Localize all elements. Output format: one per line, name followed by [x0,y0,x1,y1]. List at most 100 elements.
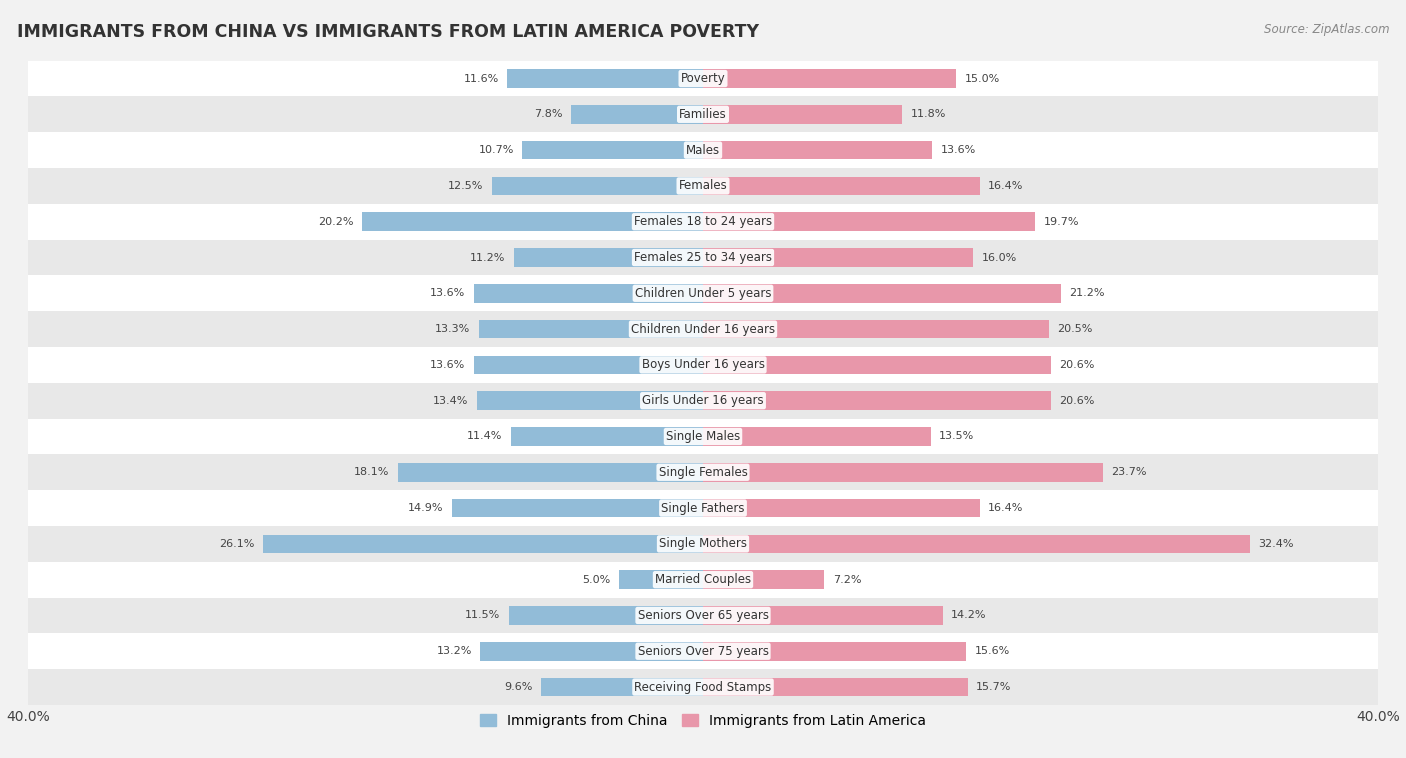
Text: Children Under 16 years: Children Under 16 years [631,323,775,336]
Text: 20.5%: 20.5% [1057,324,1092,334]
Text: Boys Under 16 years: Boys Under 16 years [641,359,765,371]
Bar [492,177,703,196]
Bar [508,69,703,88]
Bar [703,141,932,159]
Bar [703,248,973,267]
Text: Poverty: Poverty [681,72,725,85]
Text: 11.5%: 11.5% [465,610,501,621]
Bar [523,141,703,159]
Text: Females 18 to 24 years: Females 18 to 24 years [634,215,772,228]
Text: Single Mothers: Single Mothers [659,537,747,550]
Text: 14.2%: 14.2% [950,610,987,621]
Bar [515,248,703,267]
Bar [28,634,1378,669]
Bar [398,463,703,481]
Text: 13.6%: 13.6% [430,288,465,299]
Text: 19.7%: 19.7% [1043,217,1080,227]
Bar [474,284,703,302]
Bar [28,669,1378,705]
Text: 10.7%: 10.7% [478,145,515,155]
Text: Receiving Food Stamps: Receiving Food Stamps [634,681,772,694]
Bar [703,212,1035,231]
Text: 13.2%: 13.2% [436,647,472,656]
Bar [619,570,703,589]
Text: Single Males: Single Males [666,430,740,443]
Bar [28,204,1378,240]
Text: Females 25 to 34 years: Females 25 to 34 years [634,251,772,264]
Text: Families: Families [679,108,727,121]
Text: 16.4%: 16.4% [988,181,1024,191]
Bar [703,499,980,518]
Text: 23.7%: 23.7% [1111,467,1147,478]
Bar [28,562,1378,597]
Bar [28,490,1378,526]
Bar [703,320,1049,338]
Bar [28,597,1378,634]
Text: Children Under 5 years: Children Under 5 years [634,287,772,300]
Bar [703,463,1102,481]
Bar [703,428,931,446]
Text: 5.0%: 5.0% [582,575,610,584]
Bar [478,320,703,338]
Text: Married Couples: Married Couples [655,573,751,586]
Text: 11.2%: 11.2% [470,252,506,262]
Bar [28,312,1378,347]
Bar [28,168,1378,204]
Text: 11.8%: 11.8% [911,109,946,119]
Text: 13.6%: 13.6% [941,145,976,155]
Bar [703,534,1250,553]
Text: 11.4%: 11.4% [467,431,502,441]
Text: 13.4%: 13.4% [433,396,468,406]
Bar [477,391,703,410]
Text: Single Fathers: Single Fathers [661,502,745,515]
Bar [28,61,1378,96]
Text: 16.4%: 16.4% [988,503,1024,513]
Text: 15.7%: 15.7% [976,682,1012,692]
Text: 13.5%: 13.5% [939,431,974,441]
Text: Single Females: Single Females [658,465,748,479]
Text: 9.6%: 9.6% [505,682,533,692]
Text: Source: ZipAtlas.com: Source: ZipAtlas.com [1264,23,1389,36]
Bar [703,642,966,660]
Text: 15.0%: 15.0% [965,74,1000,83]
Text: 12.5%: 12.5% [449,181,484,191]
Text: 14.9%: 14.9% [408,503,443,513]
Text: 13.3%: 13.3% [434,324,470,334]
Bar [703,678,967,697]
Bar [28,347,1378,383]
Bar [451,499,703,518]
Bar [28,418,1378,454]
Bar [28,275,1378,312]
Text: Females: Females [679,180,727,193]
Text: 13.6%: 13.6% [430,360,465,370]
Bar [28,526,1378,562]
Bar [474,356,703,374]
Text: 11.6%: 11.6% [464,74,499,83]
Bar [509,606,703,625]
Bar [571,105,703,124]
Bar [263,534,703,553]
Legend: Immigrants from China, Immigrants from Latin America: Immigrants from China, Immigrants from L… [474,708,932,734]
Bar [28,240,1378,275]
Text: 7.8%: 7.8% [534,109,562,119]
Text: 20.6%: 20.6% [1059,396,1094,406]
Text: 32.4%: 32.4% [1258,539,1294,549]
Bar [703,391,1050,410]
Bar [28,454,1378,490]
Bar [28,132,1378,168]
Bar [510,428,703,446]
Text: Seniors Over 75 years: Seniors Over 75 years [637,645,769,658]
Text: Males: Males [686,143,720,157]
Bar [28,383,1378,418]
Bar [703,606,942,625]
Bar [28,96,1378,132]
Text: 21.2%: 21.2% [1069,288,1105,299]
Text: 20.2%: 20.2% [318,217,354,227]
Bar [481,642,703,660]
Bar [703,105,903,124]
Text: 18.1%: 18.1% [354,467,389,478]
Text: 20.6%: 20.6% [1059,360,1094,370]
Text: 16.0%: 16.0% [981,252,1017,262]
Bar [703,69,956,88]
Bar [363,212,703,231]
